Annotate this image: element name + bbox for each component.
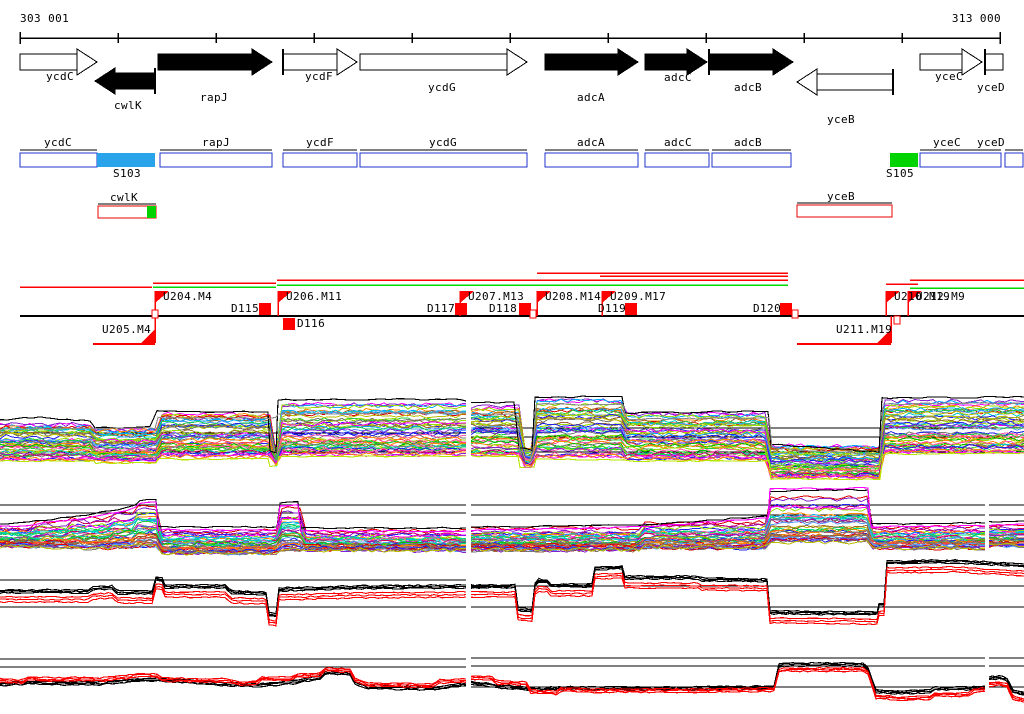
gene-label-adcB: adcB <box>733 81 763 94</box>
gene-label-cwlK: cwlK <box>113 99 143 112</box>
gene-label-adcC: adcC <box>663 71 693 84</box>
transcript-segment-lines <box>20 272 1024 289</box>
segment-box-adcA[interactable] <box>544 149 639 168</box>
profile-band-3 <box>0 558 1024 627</box>
up-flag-U209.M17[interactable] <box>601 291 616 316</box>
marker-label-D120: D120 <box>753 302 782 315</box>
gene-label-rapJ: rapJ <box>199 91 229 104</box>
box-label-ycdC: ycdC <box>43 136 73 149</box>
up-flag-U206.M11[interactable] <box>277 291 292 316</box>
segment-box-yceD[interactable] <box>1004 149 1024 168</box>
gene-label-adcA: adcA <box>576 91 606 104</box>
up-flag-U210.M19[interactable] <box>885 291 900 316</box>
segment-box-adcC[interactable] <box>644 149 710 168</box>
flag-label-U210.M19: U210.M19 <box>894 290 951 303</box>
segment-box-yceC[interactable] <box>919 149 1002 168</box>
flag-label-U209.M17: U209.M17 <box>610 290 667 303</box>
flag-label-U212.M9: U212.M9 <box>916 290 966 303</box>
box-label-adcA: adcA <box>576 136 606 149</box>
red-segment-box-cwlK[interactable] <box>97 203 157 219</box>
flag-label-U205.M4: U205.M4 <box>102 323 152 336</box>
box-label-yceD: yceD <box>976 136 1006 149</box>
segment-box-adcB[interactable] <box>711 149 792 168</box>
gene-label-ycdG: ycdG <box>427 81 457 94</box>
box-label-rapJ: rapJ <box>201 136 231 149</box>
gene-arrow-adcC[interactable] <box>644 48 708 76</box>
profile-band-4 <box>0 657 1024 703</box>
segment-box-rapJ[interactable] <box>159 149 273 168</box>
d-marker-D118[interactable] <box>519 303 531 315</box>
up-flag-U208.M14[interactable] <box>536 291 551 316</box>
box-label-adcB: adcB <box>733 136 763 149</box>
gene-label-ycdC: ycdC <box>45 70 75 83</box>
gene-label-yceD: yceD <box>976 81 1006 94</box>
gene-label-yceB: yceB <box>826 113 856 126</box>
flag-label-U206.M11: U206.M11 <box>286 290 343 303</box>
marker-label-D119: D119 <box>598 302 627 315</box>
gene-arrow-yceC[interactable] <box>919 48 983 76</box>
segment-box-ycdG[interactable] <box>359 149 528 168</box>
marker-label-D117: D117 <box>427 302 456 315</box>
d-marker-D119[interactable] <box>625 303 637 315</box>
gene-arrow-ycdC[interactable] <box>19 48 98 76</box>
coordinate-label-right: 313 000 <box>951 12 1001 25</box>
d-marker-D116[interactable] <box>283 318 295 330</box>
box-label-adcC: adcC <box>663 136 693 149</box>
filled-segment-S105[interactable] <box>890 153 918 167</box>
probe-open-squares <box>151 309 901 325</box>
gene-arrow-yceB[interactable] <box>796 68 894 96</box>
flag-label-U204.M4: U204.M4 <box>163 290 213 303</box>
up-flag-U212.M9[interactable] <box>907 291 922 316</box>
box-label-ycdG: ycdG <box>428 136 458 149</box>
gene-arrow-cwlK[interactable] <box>94 67 156 95</box>
segment-box-ycdF[interactable] <box>282 149 358 168</box>
d-marker-D115[interactable] <box>259 303 271 315</box>
filled-segment-S103[interactable] <box>97 153 155 167</box>
coordinate-label-left: 303 001 <box>20 12 70 25</box>
flag-label-U207.M13: U207.M13 <box>468 290 525 303</box>
gene-label-ycdF: ycdF <box>304 70 334 83</box>
box-label-cwlK: cwlK <box>109 191 139 204</box>
box-label-yceC: yceC <box>932 136 962 149</box>
gene-label-yceC: yceC <box>934 70 964 83</box>
red-segment-box-yceB[interactable] <box>796 202 893 218</box>
gene-arrow-adcA[interactable] <box>544 48 639 76</box>
gene-arrow-yceD[interactable] <box>984 49 1004 75</box>
profile-band-1 <box>0 395 1024 481</box>
marker-label-D115: D115 <box>231 302 260 315</box>
gene-arrow-ycdG[interactable] <box>359 48 528 76</box>
flag-label-U208.M14: U208.M14 <box>545 290 602 303</box>
down-flag-U205.M4[interactable] <box>93 316 156 345</box>
gene-arrow-rapJ[interactable] <box>157 48 273 76</box>
box-label-ycdF: ycdF <box>305 136 335 149</box>
box-label-yceB: yceB <box>826 190 856 203</box>
flag-label-U211.M19: U211.M19 <box>836 323 893 336</box>
marker-label-D116: D116 <box>297 317 326 330</box>
ruler <box>19 32 1001 44</box>
d-marker-D120[interactable] <box>780 303 792 315</box>
down-flag-U211.M19[interactable] <box>797 316 892 345</box>
gene-arrow-ycdF[interactable] <box>282 48 358 76</box>
segment-label-S105: S105 <box>885 167 915 180</box>
segment-box-ycdC[interactable] <box>19 149 98 168</box>
marker-label-D118: D118 <box>489 302 518 315</box>
segment-label-S103: S103 <box>112 167 142 180</box>
profile-band-2 <box>0 486 1024 556</box>
gene-arrow-adcB[interactable] <box>708 48 794 76</box>
d-marker-D117[interactable] <box>455 303 467 315</box>
